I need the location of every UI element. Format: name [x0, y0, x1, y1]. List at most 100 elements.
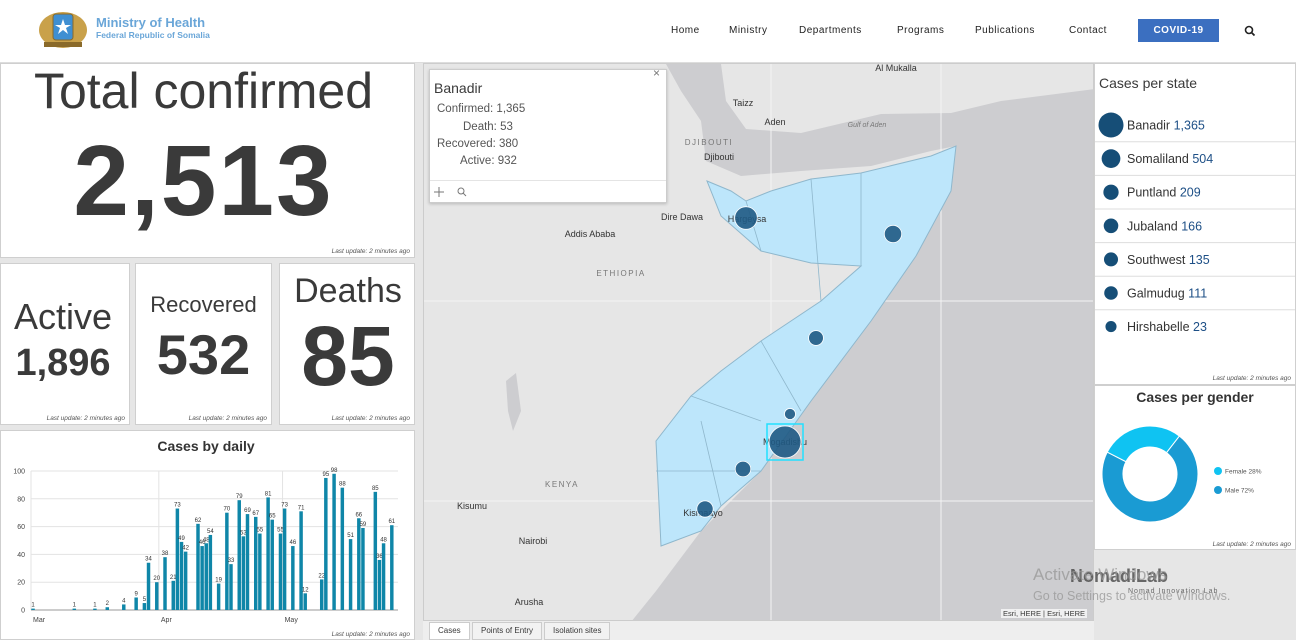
popup-row: Active: 932 — [460, 155, 517, 167]
map-label: Kisumu — [457, 501, 487, 511]
y-tick-label: 20 — [17, 580, 25, 587]
bar-label: 33 — [228, 558, 235, 564]
nav-link[interactable]: Ministry — [729, 25, 768, 36]
nav-link[interactable]: Contact — [1069, 25, 1107, 36]
state-name: Southwest — [1127, 253, 1186, 267]
bar-label: 65 — [269, 514, 276, 520]
bar — [72, 608, 77, 610]
last-update: Last update: 2 minutes ago — [1213, 541, 1292, 548]
nav-link[interactable]: Departments — [799, 25, 862, 36]
x-tick-label: May — [285, 617, 299, 624]
legend-name: Female — [1225, 469, 1247, 476]
bar — [225, 512, 229, 610]
bar — [361, 527, 365, 610]
gender-chart: Cases per gender Female 28% Male 72% Last u… — [1101, 389, 1292, 548]
bar-label: 73 — [174, 503, 181, 509]
somalia — [655, 145, 957, 547]
nav-link[interactable]: Publications — [975, 25, 1035, 36]
bar — [340, 487, 345, 610]
state-value: 23 — [1193, 320, 1207, 334]
watermark-title: Activate Windows — [1033, 565, 1168, 584]
bar — [299, 511, 303, 610]
map-label: Arusha — [515, 597, 544, 607]
state-border — [810, 178, 822, 302]
bar — [146, 562, 151, 610]
bar-label: 98 — [331, 468, 338, 474]
nav-link[interactable]: Programs — [897, 25, 945, 36]
recovered-panel: Recovered 532 Last update: 2 minutes ago — [135, 263, 272, 425]
y-tick-label: 60 — [17, 524, 25, 531]
bar — [171, 580, 175, 610]
map-tabs: Cases Points of Entry Isolation sites — [423, 621, 1094, 640]
popup-close[interactable]: × — [652, 66, 660, 80]
bar — [319, 579, 324, 610]
nav-link[interactable]: Home — [671, 25, 700, 36]
selection — [766, 423, 804, 461]
bar — [390, 525, 394, 610]
state-row: Southwest 135 — [1127, 253, 1210, 267]
bar — [155, 582, 159, 610]
map-label: ETHIOPIA — [596, 269, 645, 278]
bar — [163, 557, 167, 610]
popup-tools[interactable] — [434, 186, 474, 198]
map-label: DJIBOUTI — [685, 138, 733, 147]
header: Ministry of Health Federal Republic of S… — [0, 0, 1296, 63]
bar-label: 55 — [257, 528, 264, 534]
bar-label: 9 — [134, 591, 138, 597]
last-update: Last update: 2 minutes ago — [1212, 375, 1291, 382]
map-bubble — [768, 425, 802, 459]
state-value: 166 — [1181, 219, 1202, 233]
chart-title: Cases by daily — [157, 438, 254, 454]
bar — [258, 533, 262, 610]
deaths-label: Deaths — [294, 272, 402, 310]
donut-slice — [1106, 425, 1181, 463]
state-border — [760, 340, 802, 412]
bar-label: 51 — [347, 533, 354, 539]
bar-label: 49 — [178, 536, 185, 542]
state-name: Somaliland — [1127, 152, 1189, 166]
deaths-panel: Deaths 85 Last update: 2 minutes ago — [279, 263, 415, 425]
bar-label: 38 — [162, 551, 169, 557]
bar — [122, 604, 126, 610]
last-update: Last update: 2 minutes ago — [331, 415, 410, 422]
bar-label: 81 — [265, 491, 272, 497]
state-marker — [1103, 218, 1119, 234]
attribution: Esri, HERE | Esri, HERE — [1001, 609, 1087, 618]
state-name: Galmudug — [1127, 287, 1185, 301]
bar — [381, 543, 386, 610]
state-row: Banadir 1,365 — [1127, 119, 1205, 133]
bar — [31, 608, 35, 610]
map-canvas: Al Mukalla Taizz Aden Gulf of Aden DJIBOUTI D… — [424, 64, 1093, 620]
x-tick-label: Apr — [161, 617, 173, 624]
bar — [200, 546, 204, 610]
state-row: Galmudug 111 — [1127, 287, 1207, 301]
bar-label: 46 — [199, 540, 206, 546]
gender-panel: Cases per gender Female 28% Male 72% Last u… — [1094, 385, 1296, 550]
state-row: Jubaland 166 — [1127, 219, 1202, 233]
map-bubble — [784, 408, 796, 420]
bar — [377, 559, 382, 610]
bar-label: 59 — [360, 522, 367, 528]
covid-button[interactable]: COVID-19 — [1138, 19, 1219, 42]
y-tick-label: 0 — [21, 608, 25, 615]
bar-label: 61 — [388, 519, 395, 525]
bar-label: 54 — [207, 529, 214, 535]
map-tab[interactable]: Points of Entry — [472, 622, 543, 640]
lake — [506, 373, 521, 431]
bar — [324, 477, 328, 610]
map-label: Nairobi — [519, 536, 548, 546]
map[interactable]: Al Mukalla Taizz Aden Gulf of Aden DJIBOUTI D… — [423, 63, 1094, 621]
map-tab[interactable]: Isolation sites — [544, 622, 611, 640]
map-bubble — [883, 224, 903, 244]
recovered-value: 532 — [156, 323, 251, 386]
bar-label: 69 — [244, 508, 251, 514]
search-icon[interactable] — [1244, 25, 1256, 37]
map-label: Djibouti — [704, 152, 734, 162]
map-tab[interactable]: Cases — [429, 622, 470, 640]
total-panel: Total confirmed 2,513 Last update: 2 min… — [0, 63, 415, 258]
watermark-text: Go to Settings to activate Windows. — [1033, 589, 1231, 603]
map-bubble — [734, 206, 758, 230]
bar — [237, 500, 241, 610]
bar-label: 5 — [143, 597, 147, 603]
bar-label: 1 — [93, 603, 97, 609]
